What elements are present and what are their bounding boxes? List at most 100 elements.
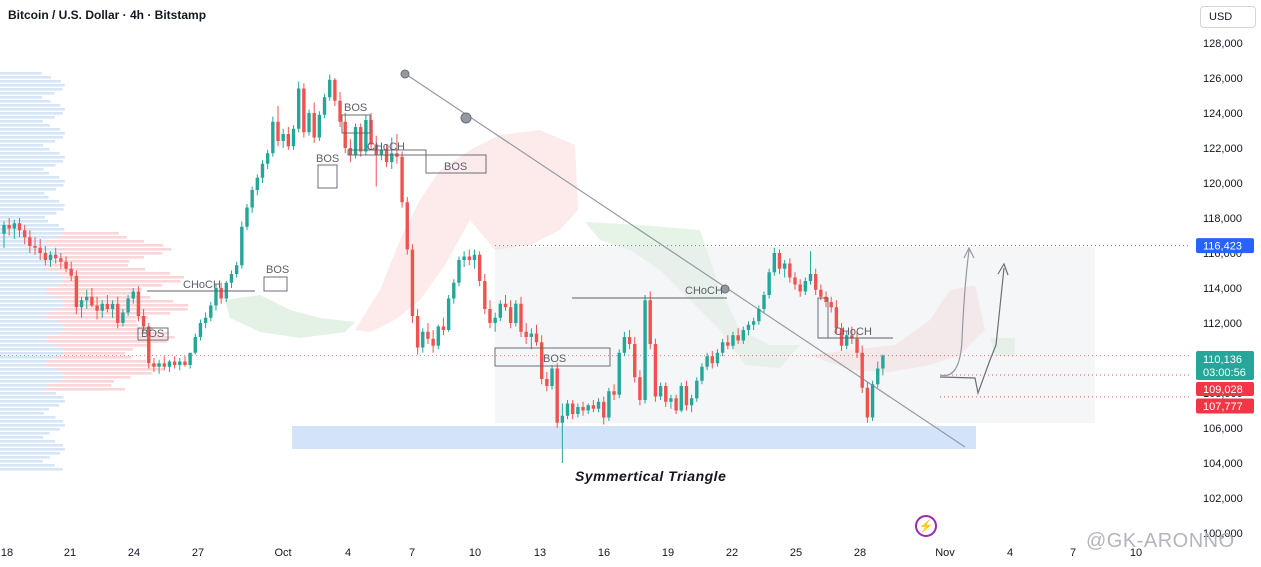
volume-bar-up xyxy=(0,280,65,283)
candle-body xyxy=(741,330,746,341)
candle xyxy=(85,289,89,309)
candle-body xyxy=(79,300,84,308)
candle-body xyxy=(198,323,203,337)
volume-bar-up xyxy=(0,160,64,163)
candle xyxy=(824,291,828,308)
candle xyxy=(48,251,53,267)
candle-body xyxy=(214,288,218,306)
volume-bar-up xyxy=(0,208,64,211)
candle-body xyxy=(38,247,42,253)
candle-body xyxy=(472,254,477,260)
candle-body xyxy=(860,352,864,388)
volume-bar-up xyxy=(0,320,58,323)
volume-bar-down xyxy=(58,332,170,335)
candle-body xyxy=(607,391,611,418)
candle-body xyxy=(348,148,353,155)
volume-bar-up xyxy=(0,232,64,235)
candle xyxy=(100,300,104,318)
candle-body xyxy=(793,277,797,285)
price-tick-label: 128,000 xyxy=(1203,38,1243,50)
projection-path-2 xyxy=(939,267,1005,396)
bos-label: BOS xyxy=(141,328,164,340)
volume-bar-up xyxy=(0,132,65,135)
candle-body xyxy=(302,88,306,133)
volume-bar-up xyxy=(0,300,65,303)
candle xyxy=(550,365,554,390)
volume-bar-up xyxy=(0,168,44,171)
bos-label: BOS xyxy=(444,161,467,173)
candle xyxy=(726,335,730,350)
candle-body xyxy=(726,342,730,346)
price-tick-label: 118,000 xyxy=(1203,213,1242,225)
candle xyxy=(674,394,678,414)
volume-bar-down xyxy=(44,388,125,391)
resistance-price-tag-bg xyxy=(1196,238,1254,254)
volume-bar-up xyxy=(0,212,57,215)
candle xyxy=(695,377,699,402)
candle-body xyxy=(110,303,115,309)
candle xyxy=(203,312,208,329)
volume-bar-up xyxy=(0,104,61,107)
candle-body xyxy=(446,298,451,330)
volume-bar-down xyxy=(45,340,167,343)
candle xyxy=(731,331,735,350)
candle xyxy=(457,256,461,287)
candle-body xyxy=(141,316,146,327)
volume-bar-up xyxy=(0,424,65,427)
resistance-price-tag: 116,423 xyxy=(1196,238,1254,254)
volume-bar-up xyxy=(0,392,57,395)
candle xyxy=(876,361,880,388)
countdown-text: 03:00:56 xyxy=(1203,367,1246,379)
candle-body xyxy=(436,326,440,346)
candle-body xyxy=(560,415,565,423)
candle xyxy=(131,288,135,304)
candle xyxy=(798,279,802,297)
candle xyxy=(307,109,311,136)
candle-body xyxy=(369,120,373,145)
candle xyxy=(834,300,839,334)
time-tick-label: 18 xyxy=(1,547,13,559)
bos-box-4 xyxy=(317,164,338,189)
volume-bar-up xyxy=(0,356,59,359)
volume-bar-up xyxy=(0,264,46,267)
candle-body xyxy=(7,225,11,229)
candle-body xyxy=(477,254,482,281)
candle-body xyxy=(250,190,254,208)
candle xyxy=(793,272,797,290)
volume-bar-up xyxy=(0,124,51,127)
volume-bar-up xyxy=(0,260,58,263)
candle-body xyxy=(22,230,27,238)
candle-body xyxy=(757,309,761,322)
candle xyxy=(767,268,771,299)
volume-bar-down xyxy=(64,252,163,255)
currency-button[interactable]: USD xyxy=(1200,6,1256,28)
volume-bar-down xyxy=(64,276,185,279)
candle xyxy=(359,123,363,157)
volume-bar-up xyxy=(0,244,48,247)
candle xyxy=(390,137,394,169)
volume-bar-down xyxy=(59,380,114,383)
current-price-tag-bg xyxy=(1196,351,1254,380)
volume-bar-up xyxy=(0,144,44,147)
candle-body xyxy=(772,253,777,273)
level-2-price-tag-bg xyxy=(1196,398,1254,414)
candle xyxy=(829,296,833,313)
candle xyxy=(565,400,570,420)
volume-bar-up xyxy=(0,436,44,439)
candle xyxy=(22,225,27,245)
candle-body xyxy=(152,363,156,367)
candle xyxy=(658,382,663,400)
candle-body xyxy=(234,265,239,274)
price-tick-label: 114,000 xyxy=(1203,283,1242,295)
candle xyxy=(777,249,782,274)
candle-body xyxy=(881,355,885,369)
candle-body xyxy=(689,398,694,406)
volume-bar-up xyxy=(0,216,45,219)
candle-body xyxy=(498,303,503,318)
volume-bar-up xyxy=(0,184,64,187)
candle xyxy=(839,323,844,351)
volume-bar-up xyxy=(0,120,43,123)
candle xyxy=(441,317,446,336)
candle-body xyxy=(245,207,249,227)
